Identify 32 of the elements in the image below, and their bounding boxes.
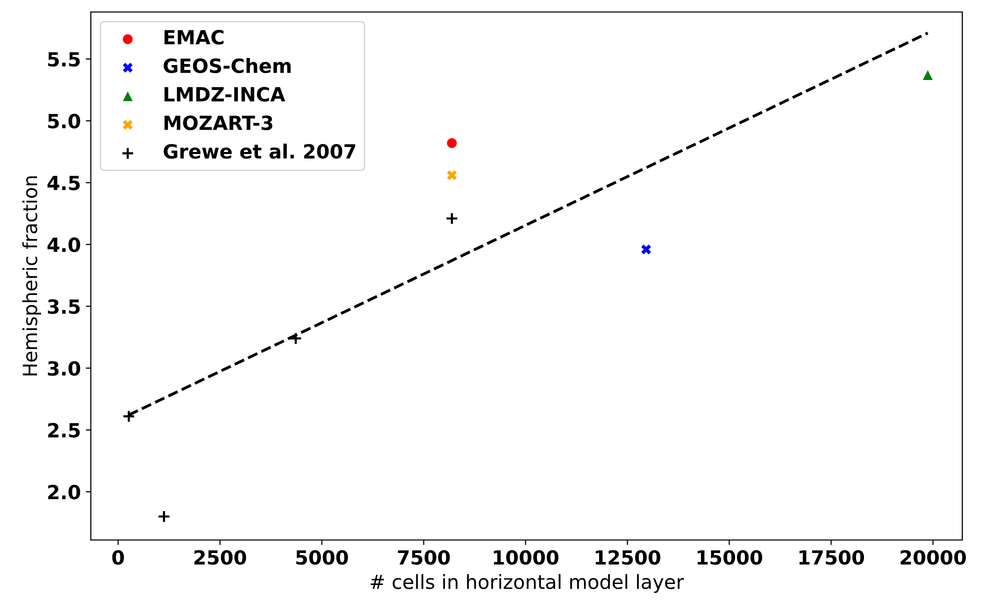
point [641, 244, 652, 254]
x-tick-label: 20000 [900, 550, 966, 565]
y-tick-label: 2.5 [48, 422, 80, 438]
y-tick-label: 3.0 [48, 361, 80, 376]
y-axis-title: Hemispheric fraction [22, 176, 42, 376]
x-tick-label: 7500 [398, 550, 450, 565]
x-tick-label: 17500 [800, 550, 864, 565]
legend-label: LMDZ-INCA [164, 86, 286, 102]
y-tick-label: 5.5 [48, 52, 80, 67]
point [289, 332, 302, 345]
x-tick-label: 5000 [296, 550, 348, 565]
y-tick-label: 5.0 [48, 114, 80, 128]
x-tick-label: 2500 [194, 550, 246, 565]
legend-label: GEOS-Chem [164, 58, 291, 74]
point [446, 138, 457, 148]
point [922, 70, 933, 80]
legend-label: MOZART-3 [164, 115, 272, 130]
x-tick-label: 0 [112, 550, 124, 565]
point [122, 410, 136, 423]
x-tick-label: 12500 [596, 550, 660, 565]
point [446, 170, 457, 180]
x-tick-label: 10000 [494, 550, 558, 565]
y-tick-label: 4.0 [48, 237, 80, 252]
legend-label: Grewe et al. 2007 [164, 144, 356, 159]
point [158, 510, 170, 523]
legend-label: EMAC [164, 30, 224, 45]
x-axis-title: # cells in horizontal model layer [370, 574, 684, 593]
y-tick-label: 3.5 [48, 299, 80, 314]
y-tick-label: 2.0 [48, 484, 80, 500]
x-tick-label: 15000 [698, 550, 762, 565]
y-tick-label: 4.5 [48, 176, 80, 190]
point [445, 212, 458, 225]
